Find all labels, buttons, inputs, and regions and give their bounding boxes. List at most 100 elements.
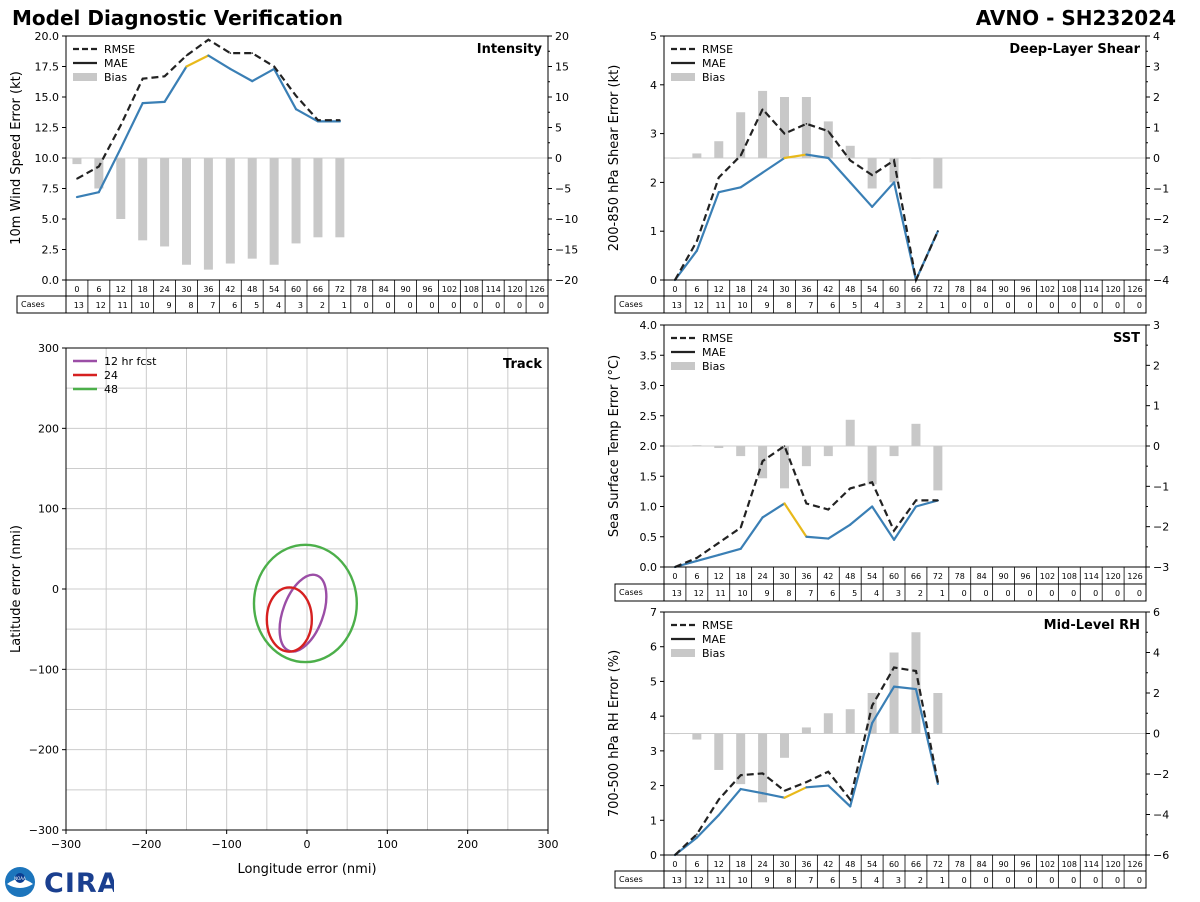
x-tick-label: 120	[1105, 285, 1120, 294]
bias-bar-60	[889, 158, 899, 183]
case-count: 0	[495, 301, 500, 310]
y2-tick-label: 4	[1153, 30, 1160, 43]
case-count: 12	[694, 876, 704, 885]
case-count: 9	[166, 301, 171, 310]
rmse-point-54	[871, 174, 873, 176]
y-tick-label: 2	[650, 780, 657, 793]
rmse-point-24	[761, 460, 764, 462]
rmse-point-36	[805, 123, 808, 125]
mae-segment-12	[717, 186, 742, 194]
x-tick-label: 72	[335, 285, 345, 294]
y-tick-label: 3.0	[640, 380, 658, 393]
case-count: 7	[808, 301, 813, 310]
bias-bar-30	[780, 97, 789, 158]
case-count: 0	[364, 301, 369, 310]
legend-rmse-label: RMSE	[702, 332, 733, 345]
y-tick-label: 5	[650, 675, 657, 688]
rmse-point-72	[937, 499, 939, 502]
x-tick-label: 108	[1062, 860, 1077, 869]
bias-bar-48	[845, 419, 855, 446]
x-tick-label: 126	[1127, 572, 1142, 581]
case-count: 5	[852, 301, 857, 310]
y2-tick-label: −1	[1153, 183, 1169, 196]
case-count: 2	[918, 589, 923, 598]
y-tick-label: 2.0	[640, 440, 658, 453]
track-y-tick-label: 200	[38, 422, 59, 435]
y-tick-label: 17.5	[35, 61, 60, 74]
mae-segment-30	[783, 786, 808, 799]
rmse-point-72	[339, 119, 341, 121]
y2-tick-label: 2	[1153, 91, 1160, 104]
y2-tick-label: 1	[1153, 122, 1160, 135]
case-count: 1	[940, 589, 945, 598]
case-count: 9	[764, 301, 769, 310]
x-tick-label: 6	[694, 285, 699, 294]
x-tick-label: 78	[955, 572, 965, 581]
y-tick-label: 20.0	[35, 30, 60, 43]
mae-segment-24	[761, 156, 786, 174]
rmse-point-42	[827, 130, 830, 132]
mae-segment-42	[827, 523, 852, 540]
track-x-tick-label: 300	[538, 838, 559, 851]
bias-bar-54	[269, 158, 279, 265]
case-count: 11	[716, 876, 726, 885]
bias-bar-42	[823, 446, 833, 457]
logo-area: NOAA CIRA	[4, 866, 119, 899]
x-tick-label: 24	[159, 285, 169, 294]
cases-label: Cases	[619, 875, 643, 884]
track-y-tick-label: −200	[29, 744, 59, 757]
y-tick-label: 4	[650, 710, 657, 723]
case-count: 0	[1005, 301, 1010, 310]
cases-label: Cases	[619, 300, 643, 309]
x-tick-label: 120	[1105, 860, 1120, 869]
case-count: 0	[517, 301, 522, 310]
x-tick-label: 66	[911, 572, 921, 581]
bias-bar-42	[823, 121, 833, 158]
x-tick-label: 102	[1040, 860, 1055, 869]
legend-rmse-label: RMSE	[104, 43, 135, 56]
x-tick-label: 54	[269, 285, 279, 294]
case-count: 0	[1071, 301, 1076, 310]
track-x-tick-label: 0	[304, 838, 311, 851]
bias-bar-42	[225, 158, 235, 264]
x-tick-label: 96	[1020, 860, 1030, 869]
y-tick-label: 4.0	[640, 319, 658, 332]
y2-tick-label: −2	[1153, 768, 1169, 781]
y-tick-label: 2.5	[640, 410, 658, 423]
case-count: 11	[716, 301, 726, 310]
case-count: 0	[1137, 301, 1142, 310]
y2-tick-label: 1	[1153, 400, 1160, 413]
bias-bar-72	[933, 446, 943, 491]
legend-bias-swatch	[671, 73, 695, 81]
track-x-tick-label: 200	[457, 838, 478, 851]
legend-mae-label: MAE	[104, 57, 128, 70]
mae-segment-48	[849, 721, 874, 808]
y-tick-label: 12.5	[35, 122, 60, 135]
case-count: 8	[786, 876, 791, 885]
rmse-point-30	[783, 445, 786, 447]
case-count: 10	[737, 876, 747, 885]
case-count: 9	[764, 589, 769, 598]
chart-title: Mid-Level RH	[1044, 618, 1140, 633]
bias-bar-6	[94, 158, 104, 189]
case-count: 0	[1049, 876, 1054, 885]
y2-tick-label: 0	[1153, 440, 1160, 453]
bias-bar-6	[692, 733, 702, 740]
case-count: 12	[694, 301, 704, 310]
y2-tick-label: −2	[1153, 213, 1169, 226]
case-count: 11	[716, 589, 726, 598]
x-tick-label: 42	[225, 285, 235, 294]
legend-mae-label: MAE	[702, 633, 726, 646]
bias-bar-30	[780, 446, 789, 489]
case-count: 0	[1115, 876, 1120, 885]
legend-bias-swatch	[671, 649, 695, 657]
x-tick-label: 72	[933, 572, 943, 581]
rmse-point-30	[783, 132, 786, 135]
x-tick-label: 72	[933, 285, 943, 294]
rmse-point-24	[163, 75, 166, 78]
rmse-point-18	[141, 77, 144, 80]
x-tick-label: 102	[442, 285, 457, 294]
x-tick-label: 42	[823, 860, 833, 869]
